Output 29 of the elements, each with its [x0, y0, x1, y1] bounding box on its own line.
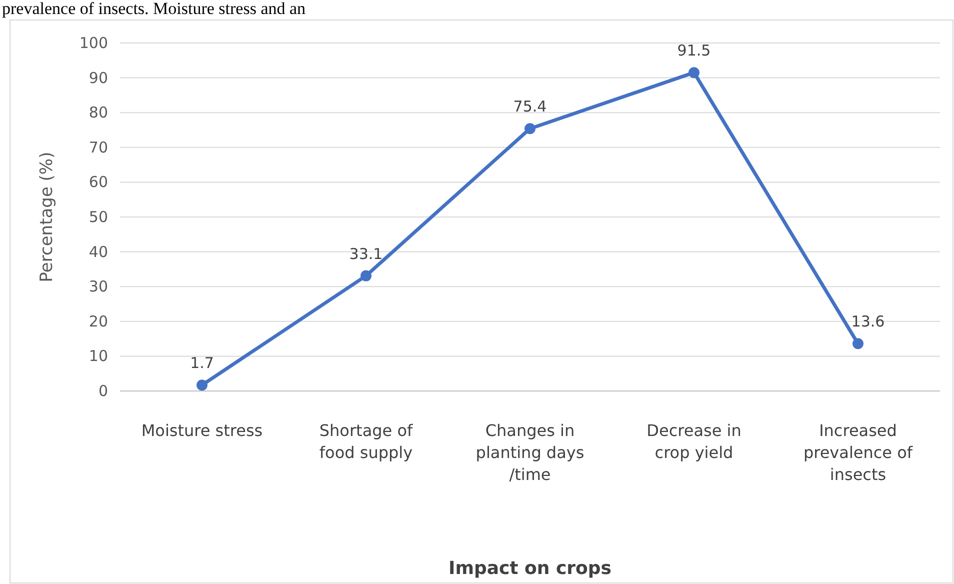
y-tick-label: 20 — [88, 312, 108, 330]
y-tick-label: 80 — [88, 104, 108, 122]
data-label: 75.4 — [513, 98, 547, 116]
y-tick-label: 100 — [79, 34, 108, 52]
x-tick-label: Moisture stress — [141, 421, 263, 440]
x-tick-label: Changes in planting days /time — [476, 421, 584, 484]
x-tick-label: Shortage of food supply — [319, 421, 413, 462]
y-tick-label: 40 — [88, 242, 108, 261]
y-tick-label: 70 — [88, 138, 108, 156]
point — [688, 67, 700, 78]
data-label: 91.5 — [677, 42, 711, 60]
y-tick-label: 10 — [88, 347, 108, 366]
point — [852, 338, 864, 350]
x-tick-label: Increased prevalence of insects — [803, 421, 913, 484]
y-axis-title: Percentage (%) — [37, 152, 57, 282]
data-label: 1.7 — [190, 354, 214, 372]
y-tick-label: 30 — [88, 278, 108, 296]
y-tick-label: 50 — [88, 208, 108, 226]
text: prevalence of insects. Moisture stress and an — [2, 0, 306, 18]
data-label: 33.1 — [349, 244, 383, 263]
data-label: 13.6 — [851, 312, 885, 331]
y-tick-label: 90 — [88, 68, 108, 87]
x-tick-label: Decrease in crop yield — [646, 421, 742, 462]
y-tick-label: 60 — [88, 173, 108, 192]
x-axis-title: Impact on crops — [448, 558, 612, 579]
point — [524, 123, 536, 134]
y-tick-label: 0 — [98, 382, 108, 400]
point — [196, 380, 208, 391]
point — [360, 270, 372, 282]
